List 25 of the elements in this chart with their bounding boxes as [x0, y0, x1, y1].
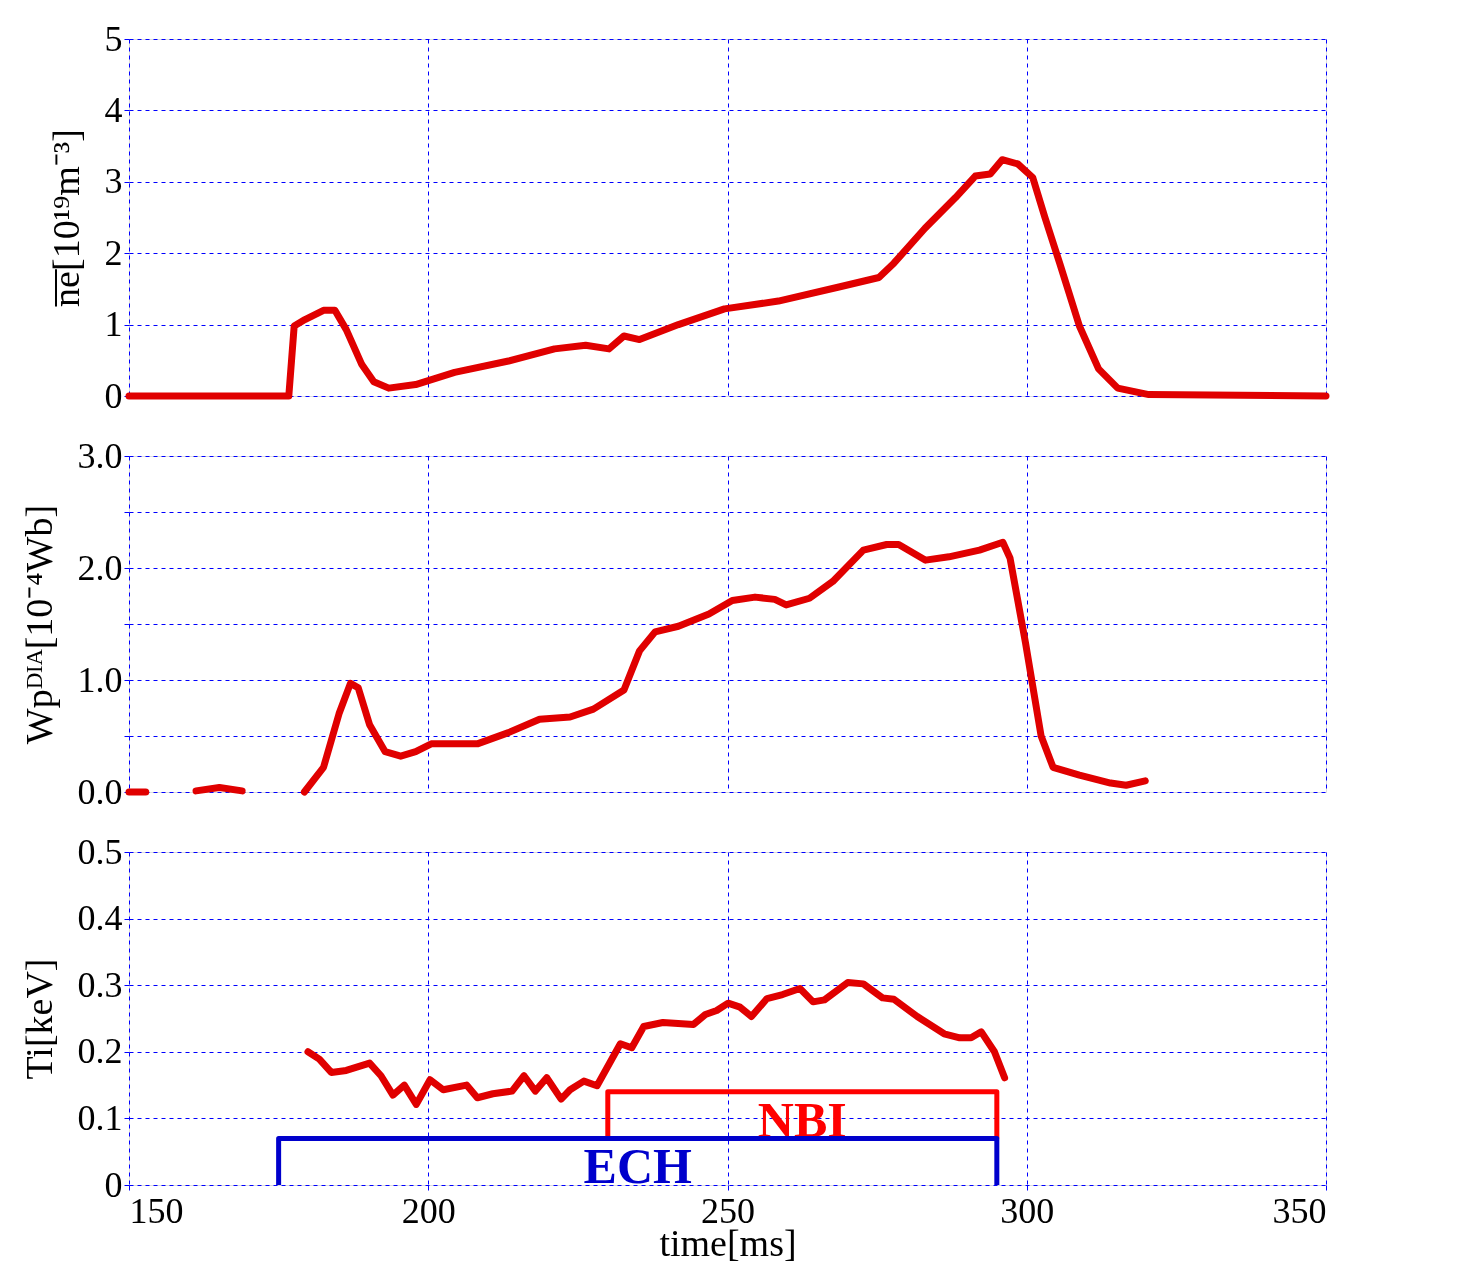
x-tick-label: 300	[1000, 1190, 1055, 1231]
y-tick-label: 1.0	[77, 659, 123, 700]
y-tick-label: 0.2	[77, 1031, 123, 1072]
series-label: ECH	[583, 1138, 692, 1195]
y-tick-label: 0	[104, 375, 123, 416]
y-axis-title: Wpᴰᴵᴬ[10⁻⁴Wb]	[17, 504, 60, 745]
y-tick-label: 0.3	[77, 964, 123, 1005]
y-tick-label: 0	[104, 1164, 123, 1205]
y-tick-label: 4	[104, 89, 123, 130]
y-tick-label: 1	[104, 304, 123, 345]
y-tick-label: 3.0	[77, 435, 123, 476]
y-tick-label: 2	[104, 232, 123, 273]
series-label: NBI	[757, 1091, 847, 1148]
y-axis-title: n̅e̅[10¹⁹m⁻³]	[44, 129, 87, 308]
y-tick-label: 0.4	[77, 898, 123, 939]
x-tick-label: 150	[129, 1190, 184, 1231]
x-tick-label: 350	[1272, 1190, 1327, 1231]
y-tick-label: 0.0	[77, 771, 123, 812]
y-tick-label: 0.1	[77, 1097, 123, 1138]
y-tick-label: 5	[104, 18, 123, 59]
y-tick-label: 0.5	[77, 831, 123, 872]
y-axis-title: Ti[keV]	[17, 958, 60, 1080]
x-tick-label: 200	[401, 1190, 456, 1231]
y-tick-label: 2.0	[77, 547, 123, 588]
y-tick-label: 3	[104, 161, 123, 202]
